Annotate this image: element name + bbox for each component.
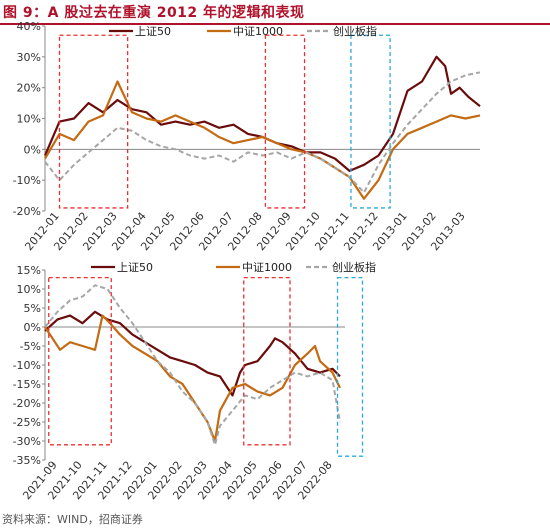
series-line-2 bbox=[44, 80, 481, 200]
y-tick-label: -15% bbox=[13, 378, 41, 391]
chart-1: 40%30%20%10%0%-10%-20%2012-012012-022012… bbox=[13, 20, 481, 253]
y-tick-label: -10% bbox=[13, 359, 41, 372]
figure-title: 图 9：A 股过去在重演 2012 年的逻辑和表现 bbox=[3, 5, 305, 21]
y-tick-label: 15% bbox=[17, 264, 41, 277]
y-tick-label: -25% bbox=[13, 416, 41, 429]
y-tick-label: -20% bbox=[13, 397, 41, 410]
y-tick-label: -10% bbox=[13, 174, 41, 187]
legend-label: 上证50 bbox=[135, 25, 171, 38]
source-note: 资料来源：WIND，招商证券 bbox=[2, 513, 143, 526]
y-tick-label: 0% bbox=[24, 143, 41, 156]
title-rule bbox=[0, 23, 550, 25]
highlight-box-1 bbox=[58, 34, 129, 209]
series-line-1 bbox=[43, 55, 481, 172]
y-tick-label: 10% bbox=[17, 113, 41, 126]
y-tick-label: -5% bbox=[20, 340, 41, 353]
y-tick-label: 40% bbox=[17, 20, 41, 33]
highlight-box-3 bbox=[350, 34, 391, 209]
legend-label: 中证1000 bbox=[242, 261, 292, 274]
highlight-box-3 bbox=[336, 276, 364, 457]
series-line-1 bbox=[44, 310, 341, 397]
y-tick-label: -20% bbox=[13, 205, 41, 218]
highlight-box-1 bbox=[48, 276, 112, 446]
y-tick-label: 5% bbox=[24, 302, 41, 315]
series-line-3 bbox=[44, 71, 481, 194]
highlight-box-2 bbox=[243, 276, 291, 446]
series-line-2 bbox=[44, 314, 341, 443]
y-tick-label: 30% bbox=[17, 51, 41, 64]
y-tick-label: 10% bbox=[17, 283, 41, 296]
series-line-3 bbox=[44, 284, 341, 446]
legend-label: 上证50 bbox=[117, 261, 153, 274]
highlight-box-2 bbox=[264, 34, 306, 209]
y-tick-label: -35% bbox=[13, 454, 41, 467]
y-tick-label: 0% bbox=[24, 321, 41, 334]
legend-label: 创业板指 bbox=[332, 260, 376, 274]
chart-2: 15%10%5%0%-5%-10%-15%-20%-25%-30%-35%202… bbox=[13, 260, 376, 502]
legend-label: 创业板指 bbox=[333, 24, 377, 38]
y-tick-label: 20% bbox=[17, 82, 41, 95]
legend-label: 中证1000 bbox=[233, 25, 283, 38]
y-tick-label: -30% bbox=[13, 435, 41, 448]
